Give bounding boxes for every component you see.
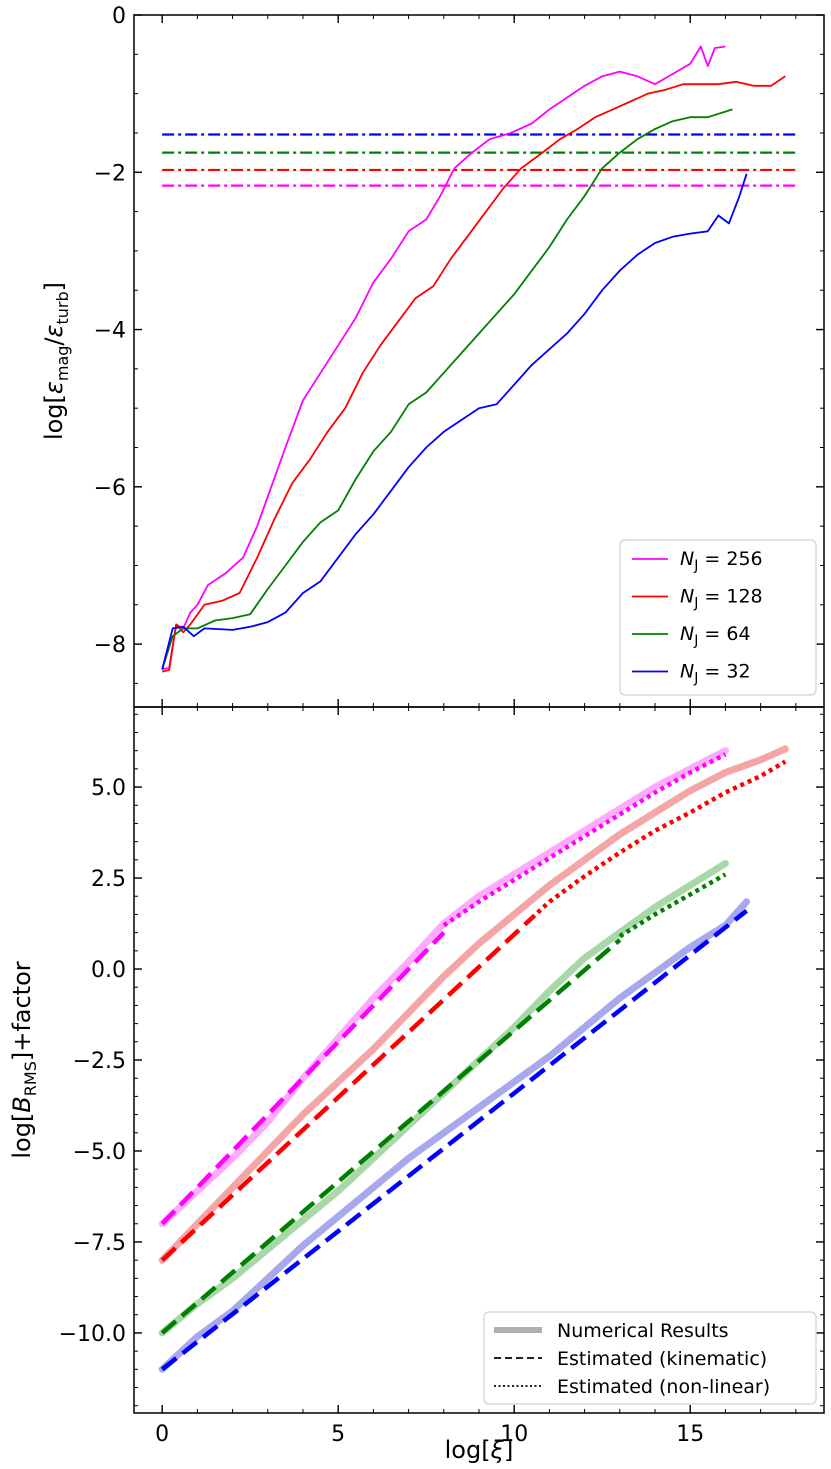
- legend-label: NJ = 128: [680, 586, 763, 612]
- legend-box: [619, 539, 817, 696]
- top-panel: 0 −2 −4 −6 −8 log[εmag/εturb] NJ = 256 NJ = 1…: [40, 4, 825, 708]
- legend-label: NJ = 32: [680, 661, 751, 687]
- kinematic-line: [160, 909, 748, 1372]
- top-ticks: 0 −2 −4 −6 −8: [94, 4, 824, 707]
- legend-label: NJ = 256: [680, 548, 763, 574]
- nonlinear-line: [442, 752, 727, 928]
- legend-label: NJ = 64: [680, 623, 751, 649]
- y-tick-label: −4: [94, 319, 126, 344]
- bottom-y-axis-label: log[BRMS]+factor: [8, 961, 40, 1158]
- bottom-ticks: 0 5 10 15 5.0 2.5 0.0 −2.5 −5.0 −7.5 −10.0: [59, 707, 824, 1447]
- legend-label: Numerical Results: [557, 1320, 729, 1342]
- legend-label: Estimated (non-linear): [557, 1376, 770, 1398]
- x-tick-label: 5: [331, 1422, 345, 1447]
- bottom-x-axis-label: log[ξ]: [445, 1436, 514, 1464]
- y-tick-label: −6: [94, 476, 126, 501]
- x-tick-label: 15: [676, 1422, 704, 1447]
- series-line: [161, 45, 726, 671]
- kinematic-line: [160, 938, 622, 1335]
- y-tick-label: 2.5: [91, 867, 126, 892]
- series-line: [161, 108, 733, 670]
- y-tick-label: −10.0: [59, 1322, 126, 1347]
- y-tick-label: 0: [112, 4, 126, 29]
- kinematic-line: [160, 931, 446, 1226]
- top-y-axis-label: log[εmag/εturb]: [40, 282, 72, 440]
- y-tick-label: −5.0: [73, 1140, 126, 1165]
- bottom-plot-area: [158, 745, 789, 1373]
- numerical-line: [158, 745, 789, 1264]
- series-line: [161, 75, 786, 673]
- numerical-line: [158, 898, 751, 1373]
- kinematic-line: [160, 916, 534, 1262]
- y-tick-label: −2: [94, 161, 126, 186]
- legend-label: Estimated (kinematic): [557, 1348, 767, 1370]
- y-tick-label: −2.5: [73, 1049, 126, 1074]
- nonlinear-line: [618, 872, 727, 939]
- legend-box: [483, 1311, 817, 1405]
- x-tick-label: 10: [500, 1422, 528, 1447]
- bottom-panel: 0 5 10 15 5.0 2.5 0.0 −2.5 −5.0 −7.5 −10.0 log[BRM…: [8, 706, 825, 1464]
- nonlinear-line: [530, 759, 787, 920]
- y-tick-label: 5.0: [91, 776, 126, 801]
- series-line: [161, 173, 748, 670]
- bottom-legend: Numerical Results Estimated (kinematic) Es…: [483, 1311, 817, 1405]
- y-tick-label: −7.5: [73, 1231, 126, 1256]
- x-tick-label: 0: [155, 1422, 169, 1447]
- top-legend: NJ = 256 NJ = 128 NJ = 64 NJ = 32: [619, 539, 817, 696]
- y-tick-label: 0.0: [91, 958, 126, 983]
- top-plot-area: [161, 45, 796, 673]
- y-tick-label: −8: [94, 633, 126, 658]
